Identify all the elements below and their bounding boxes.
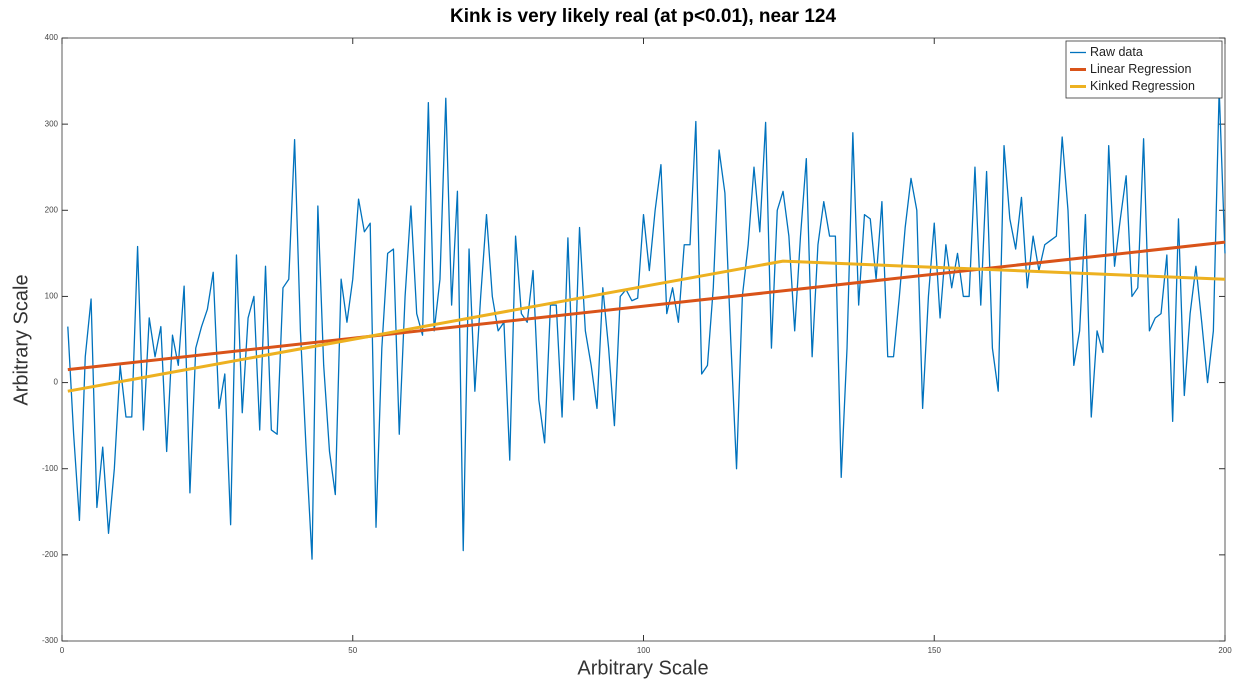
legend-label: Raw data bbox=[1090, 45, 1143, 59]
y-tick-label: -200 bbox=[42, 550, 59, 559]
chart-title: Kink is very likely real (at p<0.01), ne… bbox=[450, 6, 836, 27]
x-tick-label: 0 bbox=[60, 646, 65, 655]
y-axis-label: Arbitrary Scale bbox=[10, 274, 32, 405]
y-tick-label: 100 bbox=[45, 292, 59, 301]
x-tick-label: 50 bbox=[348, 646, 357, 655]
y-tick-label: -300 bbox=[42, 636, 59, 645]
legend-label: Linear Regression bbox=[1090, 62, 1191, 76]
y-tick-label: 300 bbox=[45, 119, 59, 128]
x-axis-label: Arbitrary Scale bbox=[577, 657, 708, 679]
y-tick-label: 200 bbox=[45, 205, 59, 214]
y-tick-label: -100 bbox=[42, 464, 59, 473]
x-tick-label: 200 bbox=[1218, 646, 1232, 655]
legend-box bbox=[1065, 40, 1223, 99]
x-tick-label: 150 bbox=[928, 646, 942, 655]
y-tick-label: 0 bbox=[54, 378, 59, 387]
data-line bbox=[67, 259, 1226, 393]
y-tick-label: 400 bbox=[45, 33, 59, 42]
legend-label: Kinked Regression bbox=[1090, 79, 1195, 93]
data-line bbox=[67, 89, 1226, 560]
x-tick-label: 100 bbox=[637, 646, 651, 655]
data-line bbox=[67, 240, 1226, 372]
